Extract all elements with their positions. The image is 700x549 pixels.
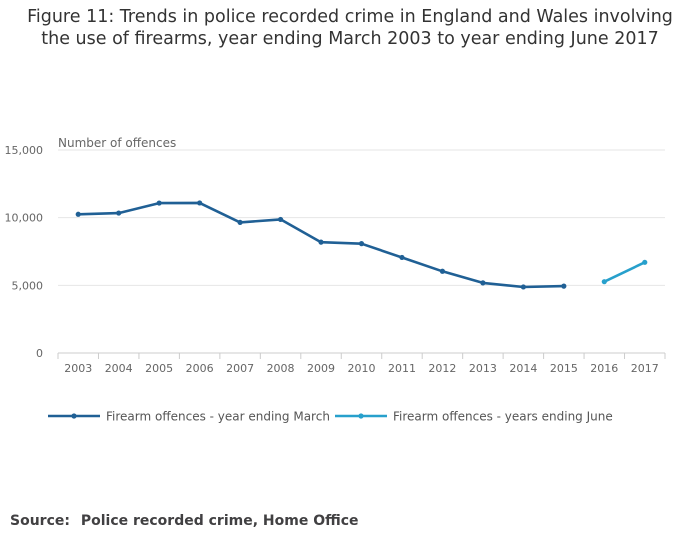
y-axis-label: Number of offences (58, 136, 176, 150)
x-tick-label: 2015 (550, 362, 578, 375)
source-text: Police recorded crime, Home Office (80, 513, 359, 529)
data-point (116, 210, 122, 216)
x-tick-label: 2005 (145, 362, 173, 375)
data-point (642, 259, 648, 265)
data-point (197, 200, 203, 206)
data-point (480, 280, 486, 286)
chart-title: Figure 11: Trends in police recorded cri… (0, 6, 700, 50)
legend-label: Firearm offences - years ending June (393, 410, 613, 424)
data-point (277, 216, 284, 223)
legend-label: Firearm offences - year ending March (106, 410, 330, 424)
x-tick-label: 2010 (348, 362, 376, 375)
chart-title-line-2: the use of firearms, year ending March 2… (41, 29, 659, 49)
x-tick-label: 2013 (469, 362, 497, 375)
y-tick-label: 15,000 (5, 144, 44, 157)
x-tick-label: 2009 (307, 362, 335, 375)
y-tick-label: 10,000 (5, 212, 44, 225)
grid-lines (58, 149, 665, 354)
data-point (561, 283, 567, 289)
x-tick-label: 2008 (267, 362, 295, 375)
legend: Firearm offences - year ending March Fire… (48, 410, 613, 424)
x-tick-label: 2014 (509, 362, 537, 375)
chart-title-line-1: Figure 11: Trends in police recorded cri… (27, 7, 673, 27)
data-point (156, 200, 162, 206)
data-point (399, 254, 405, 261)
y-tick-label: 0 (36, 347, 43, 360)
x-tick-label: 2017 (631, 362, 659, 375)
source-label: Source: (10, 513, 70, 529)
data-point (439, 268, 446, 274)
series-line-2 (603, 261, 647, 283)
x-tick-label: 2012 (428, 362, 456, 375)
legend-swatch-marker (71, 413, 77, 419)
series-line-1 (76, 201, 566, 289)
data-point (75, 211, 81, 217)
y-axis-ticks: 0 5,000 10,000 15,000 (5, 144, 44, 360)
source-note: Source: Police recorded crime, Home Offi… (10, 513, 359, 529)
x-tick-label: 2004 (105, 362, 133, 375)
x-tick-label: 2007 (226, 362, 254, 375)
y-tick-label: 5,000 (12, 279, 44, 292)
data-point (358, 241, 365, 247)
x-tick-label: 2006 (186, 362, 214, 375)
data-point (237, 219, 243, 226)
x-axis: 2003 2004 2005 2006 2007 2008 2009 2010 2011 2012… (57, 353, 666, 375)
data-point (318, 239, 324, 245)
x-tick-label: 2003 (64, 362, 92, 375)
x-tick-label: 2011 (388, 362, 416, 375)
legend-swatch-marker (358, 413, 364, 419)
data-point (520, 284, 526, 290)
series-points (75, 200, 648, 290)
x-tick-label: 2016 (590, 362, 618, 375)
data-point (601, 279, 607, 285)
